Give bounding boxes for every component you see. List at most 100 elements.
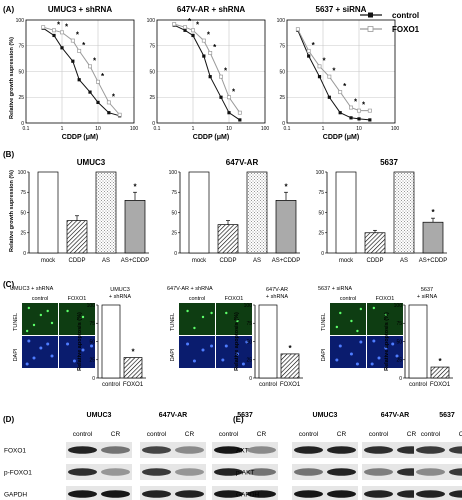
significance-star: * [82, 41, 86, 50]
x-tick-label: 0.1 [154, 126, 161, 132]
protein-band [247, 446, 276, 454]
cell-signal [193, 326, 196, 330]
dapi-image [179, 336, 215, 368]
y-tick-label: 100 [18, 170, 27, 176]
significance-star: * [112, 92, 116, 101]
panel-c-ylabel: Relative apoptosis (%) [77, 312, 83, 371]
y-tick-label: 25 [149, 95, 155, 101]
protein-band [175, 468, 204, 476]
protein-band [101, 468, 130, 476]
cell-signal [384, 346, 388, 350]
stain-label-tunel: TUNEL [13, 313, 19, 331]
cell-signal [359, 340, 363, 344]
x-tick-label: 1 [192, 126, 195, 132]
significance-star: * [76, 31, 80, 40]
cell-signal [372, 306, 376, 310]
significance-star: * [288, 344, 292, 353]
significance-star: * [312, 41, 316, 50]
data-point [88, 64, 92, 69]
dapi-image [59, 336, 95, 368]
protein-band [327, 468, 356, 476]
cell-signal [339, 311, 342, 315]
protein-band [142, 490, 171, 498]
cell-signal [50, 321, 54, 325]
y-tick-label: 50 [149, 69, 155, 75]
significance-star: * [65, 22, 69, 31]
lane-label-control: control [369, 431, 389, 438]
category-label: control [259, 382, 277, 388]
y-tick-label: 25 [246, 358, 252, 364]
category-label: AS+CDDP [272, 258, 301, 264]
cell-signal [225, 311, 228, 315]
y-tick-label: 100 [169, 170, 178, 176]
significance-star: * [284, 182, 288, 191]
lane-label-control: control [147, 431, 167, 438]
y-tick-label: 25 [20, 231, 26, 237]
lane-label-cr: CR [407, 431, 417, 438]
stain-label-dapi: DAPI [13, 348, 19, 361]
blot-strip [140, 464, 206, 480]
cell-line-label: 5637 [237, 412, 253, 419]
data-point [367, 108, 372, 113]
stain-label-tunel: TUNEL [321, 313, 327, 331]
data-point [183, 28, 187, 32]
category-label: AS+CDDP [419, 258, 448, 264]
significance-star: * [131, 348, 135, 357]
protein-band [449, 446, 462, 454]
protein-band [449, 490, 462, 498]
data-point [368, 118, 372, 122]
micrograph-title: UMUC3 + shRNA [10, 286, 54, 292]
bar-title-line2: + shRNA [109, 294, 131, 300]
category-label: CDDP [68, 258, 85, 264]
cell-signal [39, 346, 43, 350]
y-tick-label: 75 [171, 190, 177, 196]
protein-band [364, 446, 393, 454]
y-tick-label: 100 [16, 18, 25, 24]
column-label-foxo1: FOXO1 [68, 296, 87, 302]
cell-signal [356, 329, 359, 333]
category-label: AS [253, 258, 261, 264]
panel-d-western-blot: FOXO1 p-FOXO1 GAPDH UMUC3 control CR 647V-AR co… [4, 412, 278, 500]
protein-band [327, 490, 356, 498]
y-tick-label: 50 [20, 210, 26, 216]
data-point [172, 22, 177, 27]
bar-chart-title: UMUC3 [77, 158, 106, 167]
significance-star: * [438, 357, 442, 366]
cell-signal [186, 309, 189, 313]
row-label-AKT: AKT [236, 448, 249, 455]
protein-band [449, 468, 462, 476]
bar-CDDP [217, 224, 239, 254]
cell-signal [46, 342, 50, 346]
significance-star: * [57, 20, 61, 29]
bar-AS [246, 171, 268, 254]
cell-signal [32, 323, 36, 327]
data-point [357, 117, 361, 121]
y-tick-label: 50 [279, 69, 285, 75]
blot-strip [292, 464, 358, 480]
data-point [208, 75, 212, 79]
legend-foxo1: FOXO1 [392, 25, 420, 34]
protein-band [142, 468, 171, 476]
blot-strip [362, 464, 428, 480]
significance-star: * [354, 98, 358, 107]
x-tick-label: 0.1 [23, 126, 30, 132]
bar-mock [188, 171, 210, 254]
protein-band [247, 468, 276, 476]
cell-signal [81, 315, 85, 319]
significance-star: * [431, 208, 435, 217]
data-point [191, 33, 195, 38]
column-label-control: control [32, 296, 49, 302]
panel-c-apoptosis: UMUC3 + shRNA control FOXO1 TUNEL DAPI Relati… [10, 286, 453, 388]
data-point [317, 64, 322, 69]
category-label: mock [192, 258, 207, 264]
y-tick-label: 50 [396, 339, 402, 345]
significance-star: * [362, 101, 366, 110]
lane-label-control: control [73, 431, 93, 438]
bar-FOXO1 [430, 366, 450, 379]
data-point [106, 100, 111, 105]
data-point [306, 48, 311, 53]
protein-band [101, 446, 130, 454]
y-tick-label: 25 [18, 95, 24, 101]
cell-line-label: UMUC3 [87, 412, 112, 419]
panel-c-ylabel: Relative apoptosis (%) [234, 312, 240, 371]
